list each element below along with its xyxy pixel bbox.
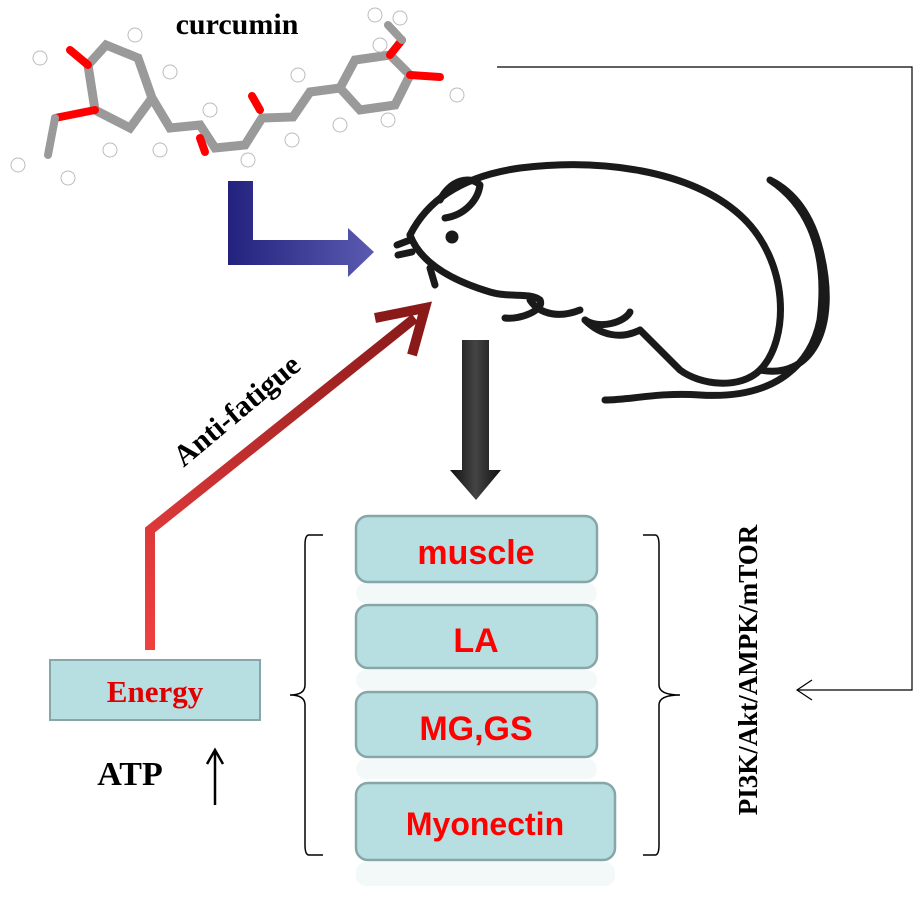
marker-label: MG,GS bbox=[419, 710, 532, 748]
black-down-arrow-icon bbox=[450, 340, 501, 500]
marker-label: muscle bbox=[417, 534, 534, 572]
marker-box-la: LA bbox=[354, 603, 599, 690]
pathway-label: PI3K/Akt/AMPK/mTOR bbox=[733, 524, 763, 815]
marker-box-mg-gs: MG,GS bbox=[354, 690, 599, 779]
marker-box-muscle: muscle bbox=[354, 514, 599, 603]
right-brace bbox=[643, 534, 681, 856]
up-arrow-icon bbox=[205, 747, 225, 805]
pathway-connector-line bbox=[497, 66, 913, 691]
pathway-arrowhead-icon bbox=[795, 679, 813, 701]
curcumin-molecule bbox=[10, 7, 465, 186]
mouse-icon bbox=[393, 161, 830, 404]
energy-box: Energy bbox=[49, 659, 261, 721]
atp-label: ATP bbox=[97, 756, 162, 793]
marker-label: Myonectin bbox=[406, 806, 564, 842]
left-brace bbox=[289, 534, 323, 856]
marker-label: LA bbox=[453, 622, 498, 660]
energy-label: Energy bbox=[107, 674, 204, 709]
blue-bent-arrow-icon bbox=[228, 181, 374, 277]
marker-box-myonectin: Myonectin bbox=[354, 781, 617, 886]
anti-fatigue-arrow-icon bbox=[145, 301, 432, 650]
curcumin-label: curcumin bbox=[176, 8, 299, 41]
